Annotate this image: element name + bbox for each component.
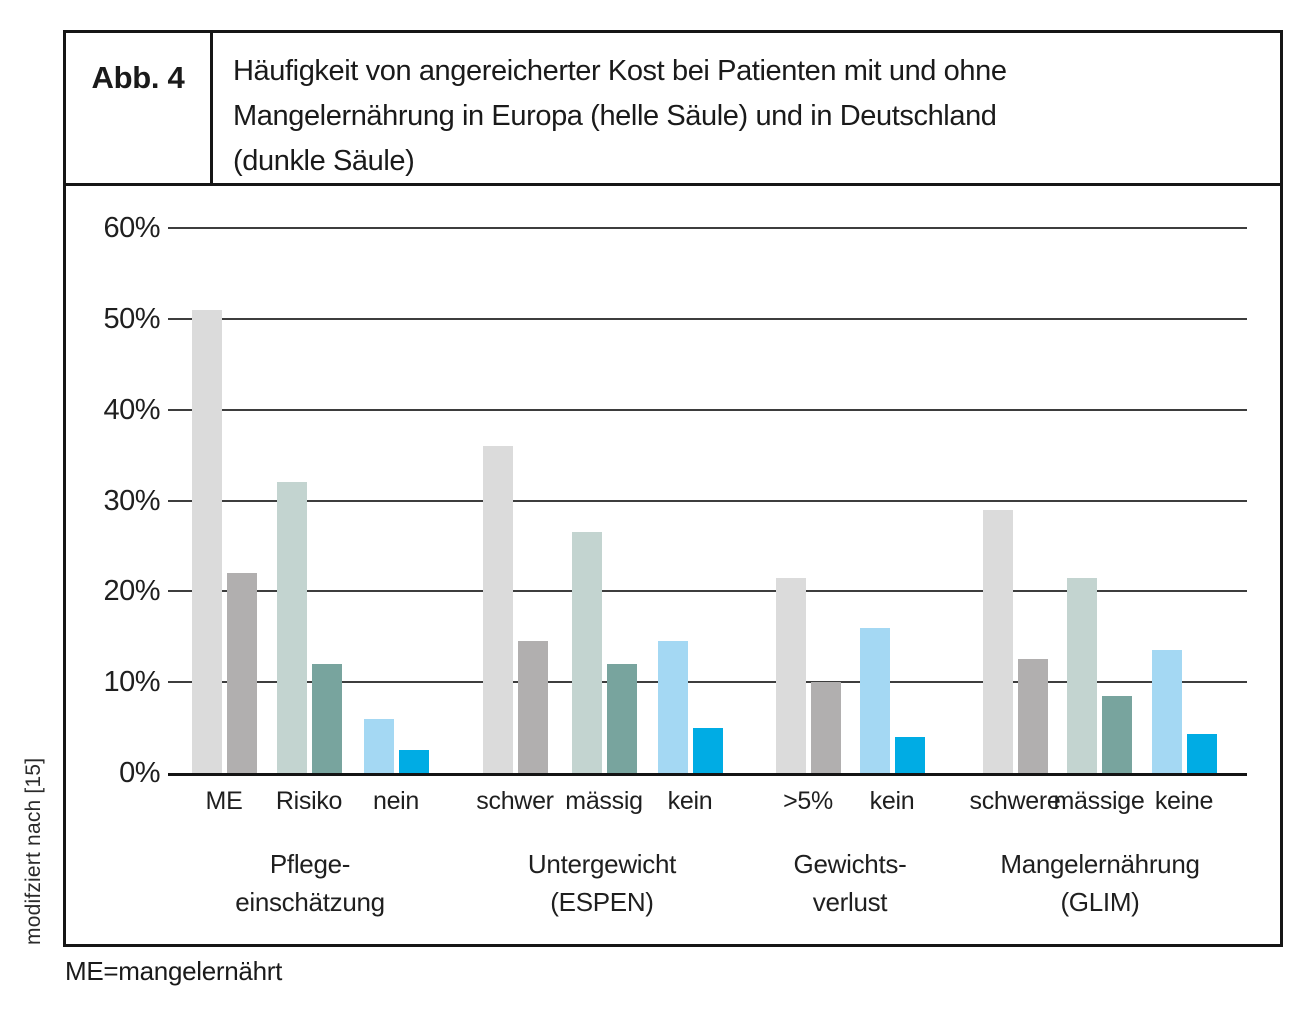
bar-deutschland-dark [1102, 695, 1132, 773]
bar-europa-light [776, 577, 806, 773]
bar-europa-light [483, 446, 513, 773]
x-axis-category-label: kein [667, 787, 713, 815]
gridline [168, 499, 1247, 502]
x-axis-category-label: mässig [565, 787, 643, 815]
x-axis-category-label: mässige [1053, 787, 1145, 815]
group-label: Gewichts- verlust [793, 849, 907, 917]
source-note: modifziert nach [15] [22, 757, 45, 945]
bar-deutschland-dark [518, 641, 548, 773]
bar-europa-light [572, 532, 602, 773]
group-label: Pflege- einschätzung [235, 849, 385, 917]
bar-europa-light [192, 309, 222, 773]
bar-deutschland-dark [399, 750, 429, 773]
bar-europa-light [983, 509, 1013, 773]
bar-europa-light [364, 718, 394, 773]
figure-label-cell: Abb. 4 [66, 33, 213, 183]
x-axis-category-label: schwere [969, 787, 1061, 815]
bar-deutschland-dark [1187, 733, 1217, 773]
figure-label: Abb. 4 [91, 60, 185, 95]
y-axis-tick-label: 60% [103, 212, 160, 244]
bar-deutschland-dark [811, 682, 841, 773]
y-axis-tick-label: 20% [103, 575, 160, 608]
x-axis-category-label: >5% [783, 787, 833, 815]
bar-deutschland-dark [693, 727, 723, 773]
gridline [168, 317, 1247, 320]
bar-deutschland-dark [227, 573, 257, 773]
figure-title-line-3: (dunkle Säule) [233, 145, 415, 177]
gridline [168, 227, 1247, 229]
y-axis-tick-label: 0% [119, 757, 160, 789]
figure-header: Abb. 4 Häufigkeit von angereicherter Kos… [66, 33, 1280, 186]
group-label: Mangelernährung (GLIM) [1000, 849, 1200, 917]
figure-frame: Abb. 4 Häufigkeit von angereicherter Kos… [63, 30, 1283, 947]
bar-europa-light [1152, 650, 1182, 773]
y-axis-tick-label: 30% [103, 484, 160, 517]
x-axis-category-label: nein [372, 787, 420, 815]
footnote: ME=mangelernährt [65, 956, 283, 986]
x-axis-category-label: Risiko [275, 787, 343, 815]
figure-title-line-2: Mangelernährung in Europa (helle Säule) … [233, 100, 997, 132]
y-axis-tick-label: 10% [103, 666, 160, 699]
bar-europa-light [1067, 577, 1097, 773]
bar-deutschland-dark [895, 736, 925, 773]
bar-deutschland-dark [1018, 659, 1048, 773]
bar-europa-light [658, 641, 688, 773]
x-axis-category-label: ME [205, 787, 243, 815]
bar-europa-light [860, 627, 890, 773]
x-axis-category-label: keine [1154, 787, 1214, 815]
gridline [168, 408, 1247, 411]
chart-area: 0% 10% 20% 30% 40% 50% 60% ME Risiko nein Pflege- … [66, 186, 1280, 944]
bar-deutschland-dark [312, 664, 342, 773]
bar-deutschland-dark [607, 664, 637, 773]
plot-area [168, 227, 1247, 776]
x-axis-category-label: kein [869, 787, 915, 815]
figure-title: Häufigkeit von angereicherter Kost bei P… [213, 33, 1280, 183]
x-axis-category-label: schwer [476, 787, 554, 815]
y-axis-tick-label: 50% [103, 302, 160, 335]
figure-title-line-1: Häufigkeit von angereicherter Kost bei P… [233, 55, 1007, 87]
y-axis-tick-label: 40% [103, 393, 160, 426]
gridline [168, 590, 1247, 593]
group-label: Untergewicht (ESPEN) [527, 849, 677, 917]
gridline [168, 681, 1247, 684]
bar-europa-light [277, 482, 307, 773]
